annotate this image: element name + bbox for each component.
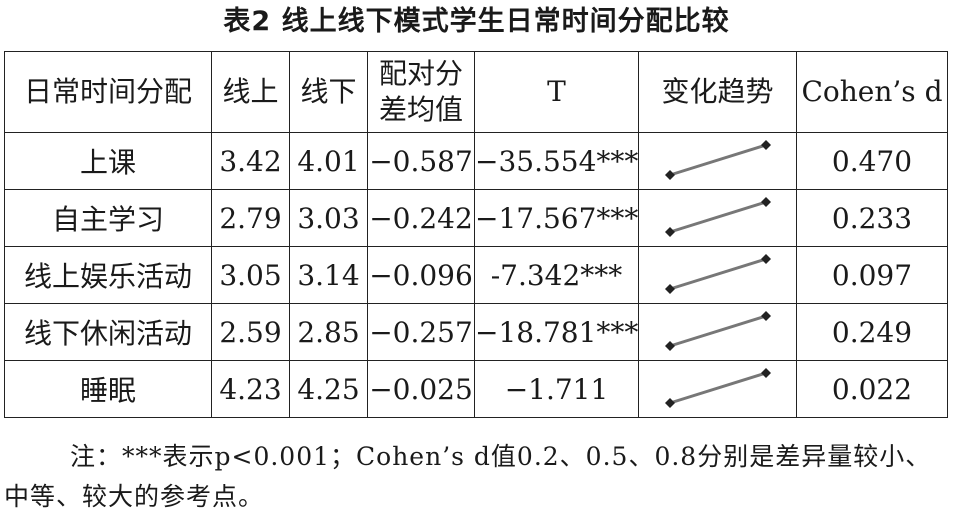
category-cell: 上课 [4, 132, 212, 190]
cohens-d-cell: 0.470 [796, 132, 948, 190]
trend-end-marker [760, 368, 771, 378]
trend-line [669, 257, 766, 291]
table-note: 注：***表示p<0.001；Cohen’s d值0.2、0.5、0.8分别是差… [4, 442, 932, 511]
category-cell: 线上娱乐活动 [4, 246, 212, 304]
trend-start-marker [664, 398, 675, 408]
table-row: 自主学习 2.79 3.03 −0.242 −17.567*** 0.233 [4, 189, 948, 247]
cohens-d-cell: 0.097 [796, 246, 948, 304]
trend-start-marker [664, 227, 675, 237]
trend-cell [638, 360, 797, 418]
offline-cell: 4.01 [289, 132, 368, 190]
t-cell: −17.567*** [474, 189, 639, 247]
trend-start-marker [664, 341, 675, 351]
cohens-d-cell: 0.022 [796, 360, 948, 418]
trend-start-marker [664, 284, 675, 294]
table-row: 线下休闲活动 2.59 2.85 −0.257 −18.781*** 0.249 [4, 303, 948, 361]
category-cell: 睡眠 [4, 360, 212, 418]
trend-end-marker [760, 311, 771, 321]
trend-sparkline [664, 311, 771, 351]
cohens-d-cell: 0.249 [796, 303, 948, 361]
table-row: 睡眠 4.23 4.25 −0.025 −1.711 0.022 [4, 360, 948, 418]
header-paired-diff: 配对分差均值 [367, 51, 475, 133]
header-category: 日常时间分配 [4, 51, 212, 133]
table-row: 上课 3.42 4.01 −0.587 −35.554*** 0.470 [4, 132, 948, 190]
trend-line [669, 314, 766, 348]
header-t: T [474, 51, 639, 133]
offline-cell: 4.25 [289, 360, 368, 418]
online-cell: 3.05 [211, 246, 290, 304]
online-cell: 3.42 [211, 132, 290, 190]
diff-cell: −0.242 [367, 189, 475, 247]
trend-end-marker [760, 197, 771, 207]
trend-line [669, 200, 766, 234]
table-title: 表2 线上线下模式学生日常时间分配比较 [223, 6, 730, 37]
trend-sparkline [664, 197, 771, 237]
cohens-d-cell: 0.233 [796, 189, 948, 247]
diff-cell: −0.587 [367, 132, 475, 190]
t-cell: −18.781*** [474, 303, 639, 361]
diff-cell: −0.257 [367, 303, 475, 361]
category-cell: 线下休闲活动 [4, 303, 212, 361]
table-row: 线上娱乐活动 3.05 3.14 −0.096 -7.342*** 0.097 [4, 246, 948, 304]
trend-line [669, 143, 766, 177]
trend-cell [638, 189, 797, 247]
offline-cell: 3.14 [289, 246, 368, 304]
trend-line [669, 371, 766, 405]
category-cell: 自主学习 [4, 189, 212, 247]
trend-cell [638, 303, 797, 361]
online-cell: 4.23 [211, 360, 290, 418]
trend-sparkline [664, 368, 771, 408]
offline-cell: 3.03 [289, 189, 368, 247]
t-cell: −35.554*** [474, 132, 639, 190]
header-row: 日常时间分配 线上 线下 配对分差均值 T 变化趋势 Cohen’s d [4, 51, 948, 133]
t-cell: -7.342*** [474, 246, 639, 304]
trend-cell [638, 132, 797, 190]
header-online: 线上 [211, 51, 290, 133]
header-offline: 线下 [289, 51, 368, 133]
trend-sparkline [664, 254, 771, 294]
trend-start-marker [664, 170, 675, 180]
header-cohens-d: Cohen’s d [796, 51, 948, 133]
header-trend: 变化趋势 [638, 51, 797, 133]
trend-end-marker [760, 254, 771, 264]
online-cell: 2.59 [211, 303, 290, 361]
comparison-table: 日常时间分配 线上 线下 配对分差均值 T 变化趋势 Cohen’s d 上课 3… [4, 51, 948, 418]
t-cell: −1.711 [474, 360, 639, 418]
offline-cell: 2.85 [289, 303, 368, 361]
trend-cell [638, 246, 797, 304]
online-cell: 2.79 [211, 189, 290, 247]
trend-sparkline [664, 140, 771, 180]
diff-cell: −0.025 [367, 360, 475, 418]
trend-end-marker [760, 140, 771, 150]
diff-cell: −0.096 [367, 246, 475, 304]
